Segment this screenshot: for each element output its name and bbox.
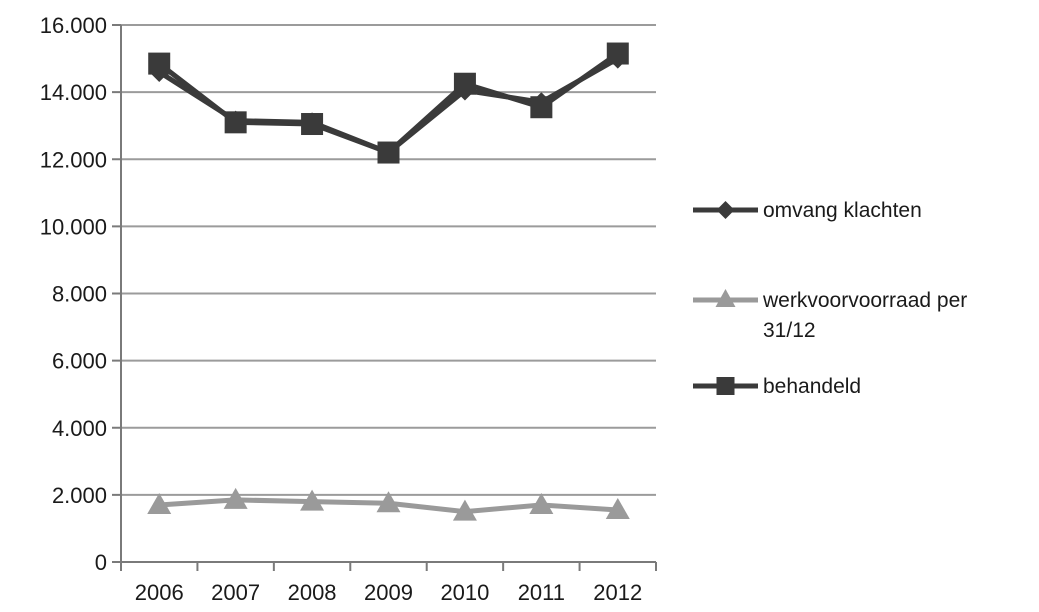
legend-label-omvang-klachten: omvang klachten xyxy=(763,199,922,222)
y-axis-tick-label: 8.000 xyxy=(52,282,107,307)
legend-label-behandeld: behandeld xyxy=(763,375,861,398)
x-axis-tick-label: 2010 xyxy=(440,580,489,605)
legend-item-werkvoorvoorraad: werkvoorvoorraad per 31/12 xyxy=(693,289,967,342)
x-axis-tick-label: 2011 xyxy=(518,580,565,605)
series-layer xyxy=(147,42,630,521)
y-axis-tick-labels: 0 2.000 4.000 6.000 8.000 10.000 12.000 14.000 1… xyxy=(40,13,107,575)
y-axis-tick-label: 12.000 xyxy=(40,147,107,172)
series-werkvoorvoorraad xyxy=(147,487,630,521)
y-axis-tick-label: 10.000 xyxy=(40,214,107,239)
legend-marker-triangle xyxy=(715,289,736,307)
data-point-square xyxy=(606,42,629,65)
x-axis-tick-labels: 2006 2007 2008 2009 2010 2011 2012 xyxy=(135,580,643,605)
data-point-square xyxy=(377,141,400,164)
data-point-triangle xyxy=(605,497,630,519)
x-axis-tick-label: 2008 xyxy=(288,580,337,605)
x-axis-tick-label: 2012 xyxy=(593,580,642,605)
data-point-square xyxy=(224,111,247,134)
data-point-triangle xyxy=(223,487,248,509)
x-axis-tick-label: 2007 xyxy=(211,580,260,605)
data-point-triangle xyxy=(300,489,325,511)
legend-item-behandeld: behandeld xyxy=(693,375,861,398)
legend-marker-square xyxy=(716,377,735,395)
y-axis-tick-label: 6.000 xyxy=(52,349,107,374)
data-point-square xyxy=(148,52,171,75)
data-point-triangle xyxy=(529,492,554,514)
legend-marker-diamond xyxy=(716,201,735,219)
data-point-triangle xyxy=(147,492,172,514)
y-axis-tick-label: 2.000 xyxy=(52,483,107,508)
data-point-triangle xyxy=(452,499,477,521)
data-point-square xyxy=(530,96,553,119)
series-behandeld xyxy=(148,42,629,164)
y-axis-tick-label: 4.000 xyxy=(52,416,107,441)
legend-item-omvang-klachten: omvang klachten xyxy=(693,199,922,222)
gridlines xyxy=(112,24,656,563)
x-axis-tick-label: 2009 xyxy=(364,580,413,605)
y-axis-tick-label: 0 xyxy=(95,550,107,575)
legend: omvang klachten werkvoorvoorraad per 31/1… xyxy=(693,199,967,398)
legend-label-werkvoorvoorraad: werkvoorvoorraad per 31/12 xyxy=(762,289,967,342)
y-axis-tick-label: 14.000 xyxy=(40,80,107,105)
y-axis-tick-label: 16.000 xyxy=(40,13,107,38)
data-point-square xyxy=(301,113,324,136)
axes xyxy=(120,25,657,571)
data-point-square xyxy=(453,72,476,95)
x-axis-tick-label: 2006 xyxy=(135,580,184,605)
data-point-triangle xyxy=(376,491,401,513)
